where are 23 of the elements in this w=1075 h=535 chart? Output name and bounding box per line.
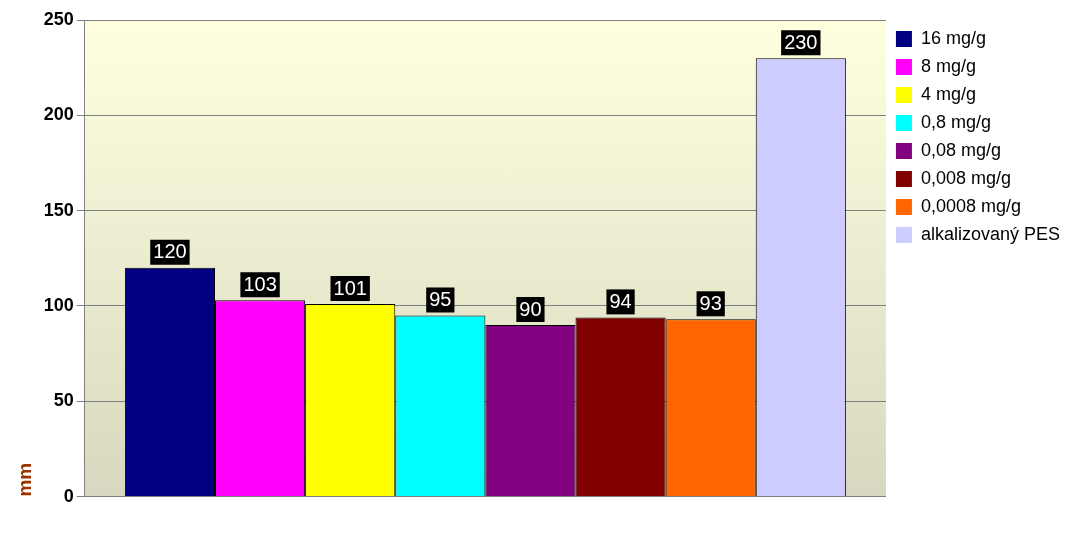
legend-label: 0,008 mg/g (920, 167, 1011, 188)
legend-label: 4 mg/g (920, 83, 976, 104)
data-label: 93 (699, 291, 722, 314)
data-label: 103 (243, 272, 277, 295)
data-label: 90 (519, 297, 542, 320)
data-label: 230 (784, 30, 818, 53)
data-label: 94 (609, 289, 632, 312)
legend-label: alkalizovaný PES (920, 223, 1061, 244)
legend-label: 8 mg/g (920, 55, 976, 76)
data-label: 120 (153, 240, 187, 263)
legend-label: 0,08 mg/g (920, 139, 1001, 160)
legend-label: 0,0008 mg/g (920, 195, 1022, 216)
y-tick-label: 200 (43, 104, 74, 125)
y-tick-label: 250 (43, 8, 74, 29)
y-tick-label: 0 (63, 485, 74, 506)
legend-label: 0,8 mg/g (920, 111, 991, 132)
legend-label: 16 mg/g (920, 27, 986, 48)
data-label: 101 (333, 276, 367, 299)
y-tick-label: 50 (53, 390, 74, 411)
y-tick-label: 100 (43, 294, 74, 315)
y-axis-title: mm (13, 462, 35, 497)
y-tick-label: 150 (43, 199, 74, 220)
data-label: 95 (429, 288, 452, 311)
